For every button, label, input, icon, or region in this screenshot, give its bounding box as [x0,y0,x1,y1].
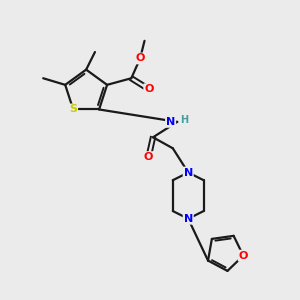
Text: N: N [166,117,175,127]
Text: N: N [184,214,193,224]
Text: O: O [238,250,248,261]
Text: O: O [144,152,153,162]
Text: H: H [180,115,188,125]
Text: S: S [69,104,77,115]
Text: O: O [144,84,154,94]
Text: N: N [184,167,193,178]
Text: O: O [135,53,145,63]
